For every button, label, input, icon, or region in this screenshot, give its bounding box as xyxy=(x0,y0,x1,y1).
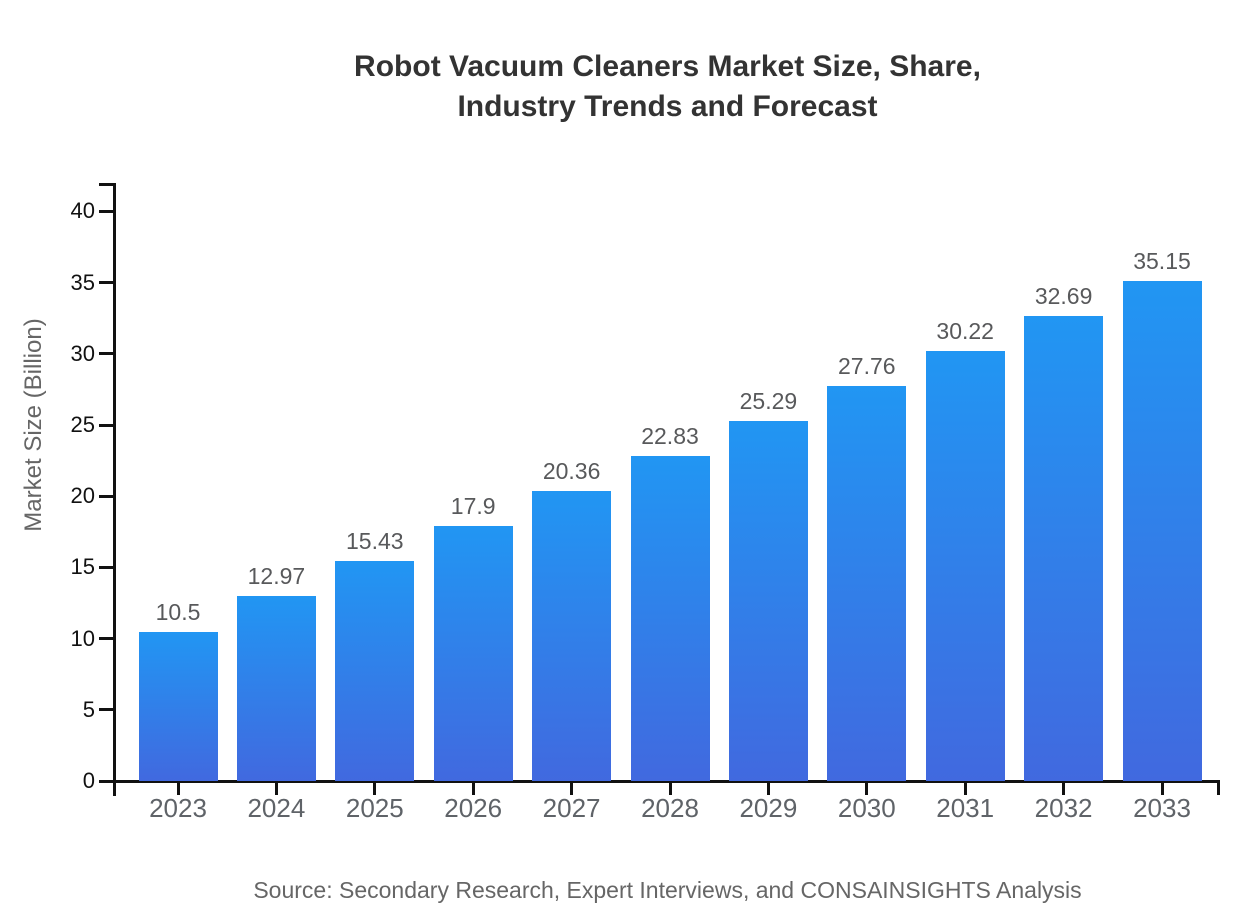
source-text: Source: Secondary Research, Expert Inter… xyxy=(253,877,1082,903)
y-tick-label: 40 xyxy=(70,198,95,224)
bar xyxy=(728,420,808,781)
x-axis-end-cap xyxy=(1217,780,1220,795)
category-label: 2033 xyxy=(1133,793,1191,823)
bar-value-label: 15.43 xyxy=(346,528,404,555)
bar-value-label: 12.97 xyxy=(247,563,306,590)
category-label: 2024 xyxy=(247,793,306,823)
y-tick-label: 15 xyxy=(70,554,95,580)
bar-value-label: 22.83 xyxy=(641,422,699,449)
y-tick-mark xyxy=(99,708,115,712)
bar-value-label: 27.76 xyxy=(838,352,896,379)
category-label: 2030 xyxy=(837,793,896,823)
x-tick-mark xyxy=(865,781,869,795)
y-tick-label: 10 xyxy=(70,625,95,651)
bar-value-label: 20.36 xyxy=(542,458,601,485)
bar xyxy=(1122,280,1202,781)
y-tick-label: 20 xyxy=(70,483,95,509)
category-label: 2032 xyxy=(1034,793,1093,823)
bar xyxy=(236,596,316,781)
y-tick-mark xyxy=(99,779,115,783)
category-label: 2026 xyxy=(444,793,503,823)
bar xyxy=(433,526,513,781)
y-tick-mark xyxy=(99,423,115,427)
bar-value-label: 25.29 xyxy=(739,387,798,414)
bar xyxy=(532,491,612,781)
x-tick-mark xyxy=(176,781,180,795)
y-tick-mark xyxy=(99,565,115,569)
y-tick-label: 30 xyxy=(70,340,95,366)
y-tick-label: 25 xyxy=(70,412,95,438)
y-tick-mark xyxy=(99,494,115,498)
x-tick-mark xyxy=(668,781,672,795)
bar xyxy=(335,561,415,781)
x-tick-mark xyxy=(1160,781,1164,795)
x-axis-line xyxy=(99,780,1219,783)
y-tick-mark xyxy=(99,637,115,641)
y-axis-top-cap xyxy=(99,183,116,186)
bar xyxy=(827,385,907,781)
bar xyxy=(925,350,1005,781)
category-label: 2029 xyxy=(739,793,798,823)
bar-value-label: 35.15 xyxy=(1133,247,1191,274)
category-label: 2023 xyxy=(149,793,207,823)
bar-value-label: 10.5 xyxy=(155,598,201,625)
y-tick-mark xyxy=(99,209,115,213)
y-axis-line xyxy=(113,183,116,796)
x-tick-mark xyxy=(570,781,574,795)
bar xyxy=(630,455,710,781)
x-tick-mark xyxy=(471,781,475,795)
y-tick-label: 5 xyxy=(82,696,95,722)
bar-value-label: 32.69 xyxy=(1034,282,1093,309)
bar xyxy=(1024,315,1104,781)
x-tick-mark xyxy=(766,781,770,795)
x-tick-mark xyxy=(1062,781,1066,795)
x-tick-mark xyxy=(274,781,278,795)
bar xyxy=(138,631,218,781)
category-label: 2027 xyxy=(542,793,601,823)
y-tick-label: 35 xyxy=(70,269,95,295)
chart-title: Robot Vacuum Cleaners Market Size, Share… xyxy=(354,50,981,123)
y-tick-mark xyxy=(99,352,115,356)
x-tick-mark xyxy=(963,781,967,795)
category-label: 2028 xyxy=(641,793,699,823)
y-tick-mark xyxy=(99,281,115,285)
bar-value-label: 30.22 xyxy=(936,317,994,344)
plot-area: 0 5 10 15 20 25 30 35 40 10.5 12.97 15.43 17.9 20.36… xyxy=(71,183,1220,823)
category-label: 2025 xyxy=(345,793,404,823)
x-tick-mark xyxy=(373,781,377,795)
bar-value-label: 17.9 xyxy=(450,493,496,520)
category-label: 2031 xyxy=(936,793,995,823)
y-tick-label: 0 xyxy=(82,768,95,793)
